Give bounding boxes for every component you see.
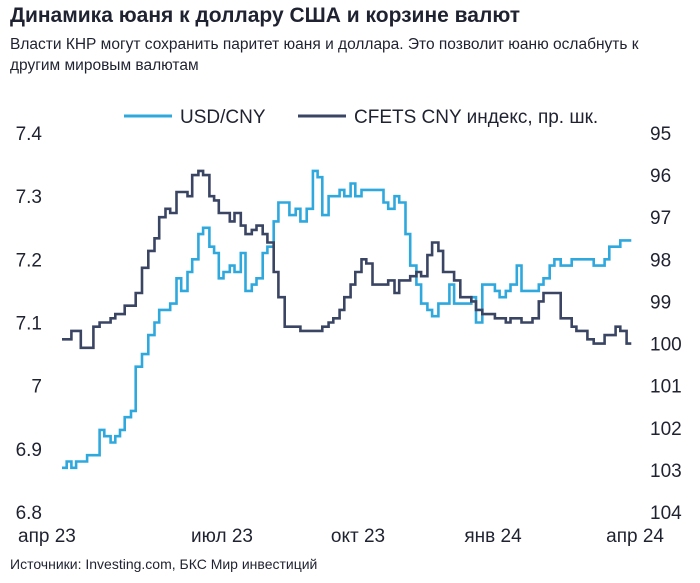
y-left-tick-label: 6.8 <box>16 503 42 524</box>
y-left-tick-label: 7 <box>31 377 42 398</box>
legend-label-cfets: CFETS CNY индекс, пр. шк. <box>354 107 598 128</box>
y-right-tick-label: 96 <box>650 166 671 187</box>
y-left-tick-label: 7.2 <box>16 250 42 271</box>
y-left-tick-label: 7.3 <box>16 187 42 208</box>
y-left-tick-label: 7.4 <box>16 124 43 145</box>
y-left-tick-label: 7.1 <box>16 314 42 335</box>
x-tick-label: окт 23 <box>331 526 385 547</box>
y-left-tick-label: 6.9 <box>16 440 42 461</box>
y-right-tick-label: 101 <box>650 377 682 398</box>
series-line-usd-cny <box>62 169 632 470</box>
x-tick-label: июл 23 <box>191 526 253 547</box>
y-right-tick-label: 103 <box>650 461 682 482</box>
y-right-tick-label: 98 <box>650 250 671 271</box>
series-line-cfets <box>62 169 632 350</box>
y-right-tick-label: 100 <box>650 335 682 356</box>
chart-title: Динамика юаня к доллару США и корзине ва… <box>10 4 521 27</box>
x-tick-label: янв 24 <box>464 526 522 547</box>
x-tick-label: апр 24 <box>606 526 664 547</box>
x-tick-label: апр 23 <box>18 526 76 547</box>
legend-label-usd-cny: USD/CNY <box>180 107 266 128</box>
source-note: Источники: Investing.com, БКС Мир инвест… <box>10 556 318 572</box>
y-right-tick-label: 99 <box>650 292 671 313</box>
y-right-tick-label: 97 <box>650 208 671 229</box>
y-right-tick-label: 102 <box>650 419 682 440</box>
y-right-tick-label: 104 <box>650 503 682 524</box>
y-right-tick-label: 95 <box>650 124 671 145</box>
chart-subtitle: Власти КНР могут сохранить паритет юаня … <box>10 36 639 74</box>
